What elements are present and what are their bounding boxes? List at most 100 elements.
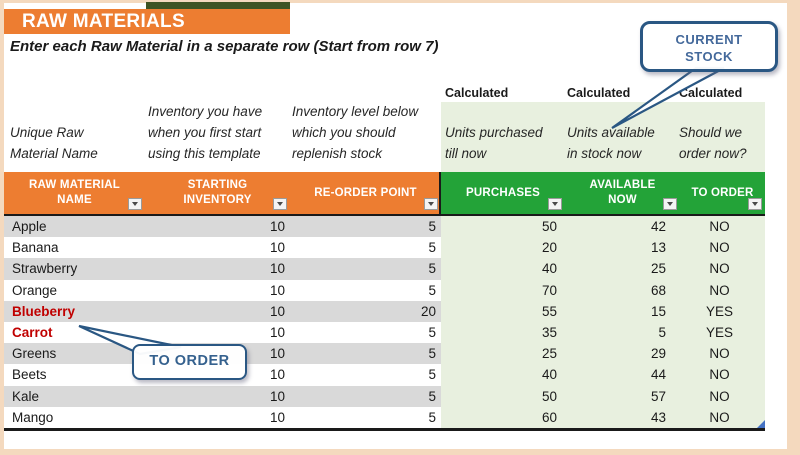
desc-to-order: Should we order now? <box>679 125 747 161</box>
cell-to-order[interactable]: NO <box>709 367 730 383</box>
frame-border-top <box>0 0 800 3</box>
header-purchases[interactable]: PURCHASES <box>441 172 565 214</box>
calculated-columns-panel <box>441 102 765 428</box>
cell-starting-inventory[interactable]: 10 <box>269 409 285 425</box>
chevron-down-icon <box>428 202 434 206</box>
cell-raw-material-name[interactable]: Blueberry <box>4 300 145 322</box>
header-raw-material-name[interactable]: RAW MATERIAL NAME <box>4 172 145 214</box>
chevron-down-icon <box>552 202 558 206</box>
filter-dropdown-button[interactable] <box>128 198 142 210</box>
table-row: Beets 10 5 40 44 NO <box>4 364 765 385</box>
table-row: Carrot 10 5 35 5 YES <box>4 322 765 343</box>
cell-to-order[interactable]: NO <box>709 346 730 362</box>
top-accent-strip <box>146 2 290 9</box>
cell-starting-inventory[interactable]: 10 <box>145 300 290 322</box>
cell-to-order[interactable]: NO <box>709 219 730 234</box>
cell-available-now[interactable]: 42 <box>650 219 666 234</box>
cell-to-order[interactable]: NO <box>709 261 730 277</box>
cell-raw-material-name[interactable]: Banana <box>12 240 59 256</box>
cell-available-now[interactable]: 44 <box>650 367 666 383</box>
header-reorder-point[interactable]: RE-ORDER POINT <box>290 172 441 214</box>
cell-raw-material-name[interactable]: Mango <box>12 409 54 425</box>
cell-raw-material-name[interactable]: Kale <box>4 385 145 407</box>
cell-purchases[interactable]: 35 <box>541 324 557 340</box>
cell-starting-inventory[interactable]: 10 <box>145 385 290 407</box>
chevron-down-icon <box>132 202 138 206</box>
filter-dropdown-button[interactable] <box>424 198 438 210</box>
cell-reorder-point[interactable]: 5 <box>290 385 441 407</box>
cell-to-order[interactable]: NO <box>709 409 730 425</box>
page-title: RAW MATERIALS <box>4 9 290 34</box>
table-body: Apple 10 5 50 42 NO Banana 10 5 20 13 NO… <box>4 216 765 428</box>
calculated-label-available: Calculated <box>567 86 631 100</box>
cell-purchases[interactable]: 40 <box>541 367 557 383</box>
cell-purchases[interactable]: 20 <box>541 240 557 256</box>
cell-raw-material-name[interactable]: Greens <box>4 343 145 365</box>
cell-raw-material-name[interactable]: Strawberry <box>4 258 145 280</box>
cell-purchases[interactable]: 55 <box>541 303 557 319</box>
cell-purchases[interactable]: 60 <box>541 409 557 425</box>
cell-to-order[interactable]: YES <box>705 324 733 340</box>
header-starting-inventory[interactable]: STARTING INVENTORY <box>145 172 290 214</box>
table-row: Kale 10 5 50 57 NO <box>4 385 765 407</box>
cell-reorder-point[interactable]: 5 <box>428 367 436 383</box>
cell-reorder-point[interactable]: 5 <box>290 343 441 365</box>
cell-available-now[interactable]: 15 <box>650 303 666 319</box>
cell-to-order[interactable]: NO <box>709 240 730 256</box>
filter-dropdown-button[interactable] <box>273 198 287 210</box>
cell-available-now[interactable]: 29 <box>650 346 666 362</box>
cell-reorder-point[interactable]: 5 <box>290 258 441 280</box>
cell-to-order[interactable]: YES <box>705 303 733 319</box>
header-label: RE-ORDER POINT <box>314 186 417 199</box>
callout-text-line: CURRENT <box>675 32 743 47</box>
header-available-now[interactable]: AVAILABLE NOW <box>565 172 680 214</box>
cell-reorder-point[interactable]: 5 <box>428 282 436 298</box>
cell-purchases[interactable]: 70 <box>541 282 557 298</box>
table-row: Apple 10 5 50 42 NO <box>4 216 765 238</box>
cell-reorder-point[interactable]: 5 <box>428 409 436 425</box>
table-resize-handle[interactable] <box>757 420 765 428</box>
filter-dropdown-button[interactable] <box>548 198 562 210</box>
frame-border-bottom <box>0 449 800 455</box>
cell-raw-material-name[interactable]: Carrot <box>12 324 53 340</box>
cell-reorder-point[interactable]: 5 <box>428 240 436 256</box>
table-row: Orange 10 5 70 68 NO <box>4 280 765 301</box>
desc-purchases: Units purchased till now <box>445 125 543 161</box>
current-stock-callout[interactable]: CURRENT STOCK <box>640 21 778 72</box>
to-order-callout[interactable]: TO ORDER <box>132 344 247 380</box>
header-label: PURCHASES <box>465 186 540 199</box>
cell-starting-inventory[interactable]: 10 <box>145 216 290 238</box>
desc-available-now: Units available in stock now <box>567 125 655 161</box>
cell-available-now[interactable]: 57 <box>650 388 666 404</box>
cell-available-now[interactable]: 5 <box>658 324 666 340</box>
header-to-order[interactable]: TO ORDER <box>680 172 765 214</box>
cell-available-now[interactable]: 25 <box>650 261 666 277</box>
filter-dropdown-button[interactable] <box>663 198 677 210</box>
cell-raw-material-name[interactable]: Apple <box>4 216 145 238</box>
cell-purchases[interactable]: 50 <box>541 219 557 234</box>
cell-available-now[interactable]: 13 <box>650 240 666 256</box>
cell-available-now[interactable]: 43 <box>650 409 666 425</box>
cell-to-order[interactable]: NO <box>709 282 730 298</box>
cell-reorder-point[interactable]: 5 <box>290 216 441 238</box>
cell-purchases[interactable]: 50 <box>541 388 557 404</box>
table-row: Strawberry 10 5 40 25 NO <box>4 258 765 280</box>
cell-available-now[interactable]: 68 <box>650 282 666 298</box>
filter-dropdown-button[interactable] <box>748 198 762 210</box>
cell-to-order[interactable]: NO <box>709 388 730 404</box>
cell-purchases[interactable]: 40 <box>541 261 557 277</box>
cell-raw-material-name[interactable]: Beets <box>12 367 47 383</box>
cell-reorder-point[interactable]: 5 <box>428 324 436 340</box>
cell-reorder-point[interactable]: 20 <box>290 300 441 322</box>
cell-starting-inventory[interactable]: 10 <box>145 258 290 280</box>
cell-purchases[interactable]: 25 <box>541 346 557 362</box>
cell-starting-inventory[interactable]: 10 <box>269 282 285 298</box>
cell-starting-inventory[interactable]: 10 <box>269 367 285 383</box>
desc-starting-inventory: Inventory you have when you first start … <box>148 104 263 161</box>
cell-starting-inventory[interactable]: 10 <box>269 324 285 340</box>
cell-raw-material-name[interactable]: Orange <box>12 282 58 298</box>
instruction-text: Enter each Raw Material in a separate ro… <box>10 38 439 55</box>
table-row: Greens 10 5 25 29 NO <box>4 343 765 365</box>
table-bottom-border <box>4 428 765 431</box>
cell-starting-inventory[interactable]: 10 <box>269 240 285 256</box>
